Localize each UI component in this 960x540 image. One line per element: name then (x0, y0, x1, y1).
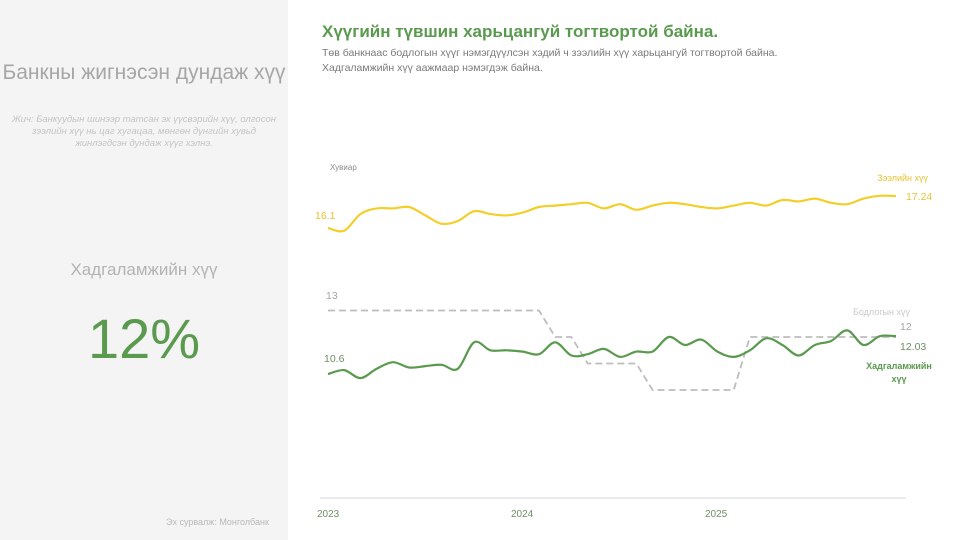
saving-end-label: 12.03 (900, 341, 926, 353)
saving-legend-label-line-2: хүү (891, 374, 906, 384)
policy-legend-label: Бодлогын хүү (853, 307, 911, 317)
subtitle-line-2: Хадгаламжийн хүү аажмаар нэмэгдэж байна. (322, 62, 543, 74)
x-tick-label: 2024 (511, 509, 534, 520)
loan-start-label: 16.1 (315, 210, 336, 222)
subtitle-line-1: Төв банкнаас бодлогын хүүг нэмэгдүүлсэн … (322, 47, 778, 59)
x-tick-label: 2025 (705, 509, 728, 520)
left-panel-note: Жич: Банкуудын шинээр татсан эх үүсвэрий… (12, 114, 276, 149)
series-line-loan-rate (327, 194, 897, 233)
chart-title: Хүүгийн түвшин харьцангуй тогтвортой бай… (322, 22, 719, 41)
y-axis-label: Хувиар (330, 163, 357, 172)
saving-legend-label-line-1: Хадгаламжийн (866, 361, 932, 371)
chart-subtitle: Төв банкнаас бодлогын хүүг нэмэгдүүлсэн … (322, 46, 922, 76)
source-note: Эх сурвалж: Монголбанк (166, 517, 269, 527)
kpi-value: 12% (87, 307, 201, 370)
loan-legend-label: Зээлийн хүү (877, 173, 928, 183)
loan-end-label: 17.24 (906, 191, 932, 203)
saving-start-label: 10.6 (324, 353, 345, 365)
left-panel: Банкны жигнэсэн дундаж хүү Жич: Банкууды… (0, 0, 288, 540)
x-tick-label: 2023 (317, 509, 340, 520)
policy-start-label: 13 (326, 290, 338, 302)
left-panel-title: Банкны жигнэсэн дундаж хүү (2, 61, 286, 84)
policy-end-label: 12 (900, 321, 912, 333)
series-line-saving-rate (327, 329, 897, 380)
kpi-label: Хадгаламжийн хүү (70, 260, 218, 279)
series-line-policy-rate (328, 309, 896, 391)
